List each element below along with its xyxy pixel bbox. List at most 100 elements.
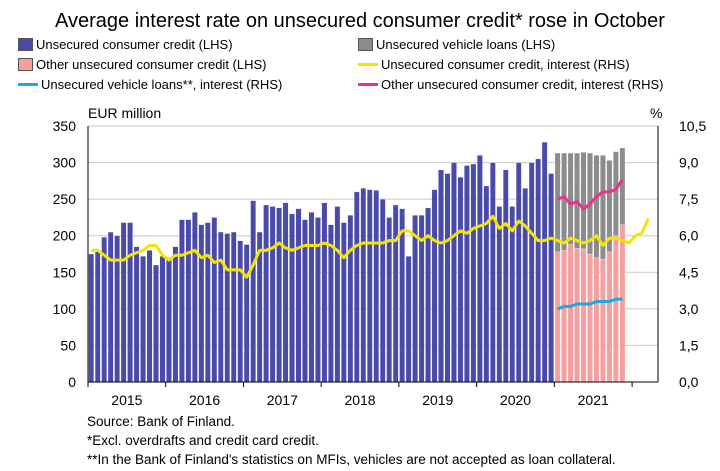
- bar: [619, 224, 626, 383]
- bar: [567, 244, 574, 383]
- bar: [528, 162, 535, 383]
- bar: [179, 219, 185, 383]
- left-axis-unit: EUR million: [88, 105, 161, 121]
- legend-swatch-vehicle-interest: [18, 83, 38, 87]
- legend-swatch-vehicle-loans: [358, 38, 373, 52]
- bar: [535, 158, 541, 383]
- bar-series-group: [88, 141, 626, 383]
- footnote-2: **In the Bank of Finland's statistics on…: [87, 452, 616, 467]
- bar: [554, 152, 561, 252]
- bar: [431, 189, 438, 383]
- bar: [366, 189, 373, 383]
- bar: [205, 222, 211, 383]
- x-tick-label: 2016: [189, 392, 220, 408]
- bar: [470, 163, 477, 383]
- bar: [548, 173, 554, 383]
- bar: [561, 152, 567, 251]
- bar: [166, 257, 172, 383]
- bar: [496, 206, 503, 383]
- bar: [127, 222, 133, 383]
- bar: [561, 250, 567, 383]
- bar: [263, 204, 269, 383]
- bar: [153, 264, 159, 383]
- bar: [120, 222, 127, 383]
- bar: [613, 151, 619, 236]
- legend-label-consumer-interest: Unsecured consumer credit, interest (RHS…: [381, 57, 630, 73]
- bar: [405, 256, 412, 383]
- x-tick-label: 2020: [500, 392, 531, 408]
- legend-swatch-consumer-interest: [358, 63, 378, 67]
- bar: [237, 240, 244, 383]
- legend-label-consumer-credit: Unsecured consumer credit (LHS): [36, 37, 233, 53]
- bar: [600, 258, 606, 383]
- footnote-1: *Excl. overdrafts and credit card credit…: [87, 433, 319, 448]
- bar: [94, 251, 101, 383]
- bar: [593, 155, 600, 258]
- bar: [250, 200, 256, 383]
- bar: [360, 188, 367, 383]
- x-tick-label: 2018: [344, 392, 375, 408]
- legend-label-vehicle-loans: Unsecured vehicle loans (LHS): [376, 37, 556, 53]
- source-note: Source: Bank of Finland.: [87, 414, 235, 429]
- bar: [392, 204, 399, 383]
- right-tick-label: 10,5: [679, 118, 706, 134]
- x-tick-label: 2017: [267, 392, 298, 408]
- bar: [451, 162, 457, 383]
- bar: [606, 160, 613, 252]
- x-tick-label: 2015: [111, 392, 142, 408]
- bar: [600, 155, 606, 260]
- series-line: [557, 297, 623, 311]
- bar: [146, 250, 153, 383]
- legend-item-other-interest: Other unsecured consumer credit, interes…: [358, 76, 664, 92]
- bar: [444, 173, 451, 383]
- right-tick-label: 7,5: [679, 191, 699, 207]
- legend-swatch-other-interest: [358, 83, 378, 87]
- bar: [341, 222, 347, 383]
- right-tick-label: 9,0: [679, 155, 699, 171]
- legend-item-consumer-credit: Unsecured consumer credit (LHS): [18, 36, 233, 52]
- left-tick-label: 250: [53, 191, 77, 207]
- left-tick-label: 100: [53, 301, 77, 317]
- bar: [289, 213, 295, 383]
- bar: [425, 207, 431, 383]
- bar: [580, 152, 587, 250]
- bar: [477, 155, 483, 383]
- bar: [613, 235, 619, 383]
- bar: [321, 202, 328, 383]
- bar: [192, 212, 198, 383]
- bar: [593, 257, 600, 383]
- bar: [185, 219, 192, 383]
- left-tick-label: 200: [53, 228, 77, 244]
- bar: [515, 162, 522, 383]
- bar: [457, 177, 464, 383]
- bar: [567, 152, 574, 245]
- bar: [172, 246, 179, 383]
- x-tick-label: 2021: [578, 392, 609, 408]
- bar: [88, 253, 95, 383]
- right-tick-label: 1,5: [679, 337, 699, 353]
- right-tick-label: 6,0: [679, 228, 699, 244]
- bar: [198, 224, 205, 383]
- bar: [580, 248, 587, 383]
- right-tick-label: 0,0: [679, 374, 699, 390]
- bar: [502, 169, 509, 383]
- bar: [211, 217, 218, 383]
- bar: [574, 247, 580, 383]
- legend-label-vehicle-interest: Unsecured vehicle loans**, interest (RHS…: [41, 77, 283, 93]
- bar: [347, 215, 354, 383]
- bar: [522, 188, 529, 383]
- bar: [114, 235, 120, 383]
- legend-item-other-credit: Other unsecured consumer credit (LHS): [18, 56, 266, 72]
- bar: [101, 237, 107, 383]
- bar: [412, 215, 418, 383]
- bar: [438, 169, 444, 383]
- legend-swatch-consumer-credit: [18, 38, 33, 52]
- bar: [379, 198, 386, 383]
- legend-label-other-credit: Other unsecured consumer credit (LHS): [36, 57, 267, 73]
- bar: [334, 206, 341, 383]
- line-series-group: [91, 178, 650, 311]
- bar: [107, 231, 114, 383]
- bar: [490, 162, 496, 383]
- legend-label-other-interest: Other unsecured consumer credit, interes…: [381, 77, 664, 93]
- right-tick-label: 3,0: [679, 301, 699, 317]
